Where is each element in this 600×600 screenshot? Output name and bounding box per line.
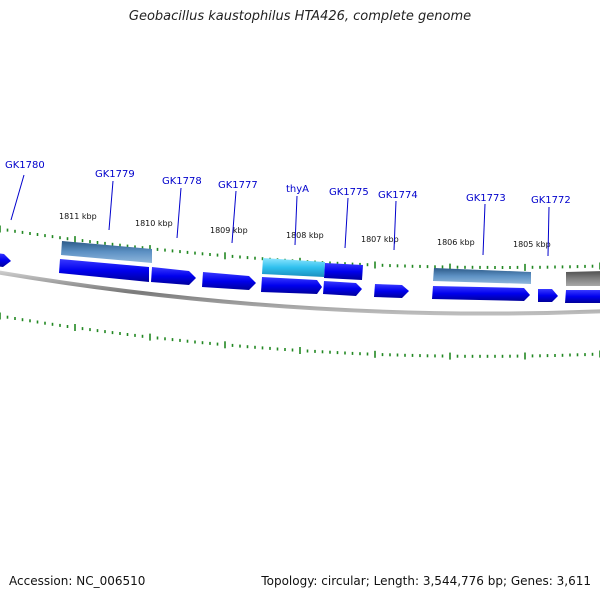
gene-label-lines	[10, 174, 550, 257]
gene-g10[interactable]	[374, 284, 409, 298]
leader-line-gk1778	[176, 187, 182, 239]
accession-value: NC_006510	[76, 574, 146, 588]
topology-label: Topology:	[261, 574, 318, 588]
gene-features	[0, 241, 600, 303]
gene-label-gk1772[interactable]: GK1772	[531, 195, 571, 206]
gene-g9[interactable]	[323, 281, 362, 296]
ruler-label-1805: 1805 kbp	[513, 240, 551, 249]
genome-backbone	[0, 270, 600, 316]
gene-labels: GK1780 GK1779 GK1778 GK1777 thyA GK1775 …	[5, 160, 571, 206]
gene-g15[interactable]	[566, 271, 600, 286]
ruler-label-1809: 1809 kbp	[210, 226, 248, 235]
ruler-label-1808: 1808 kbp	[286, 231, 324, 240]
ruler-label-1811: 1811 kbp	[59, 212, 97, 221]
gene-label-gk1777[interactable]: GK1777	[218, 180, 258, 191]
gene-label-gk1780[interactable]: GK1780	[5, 160, 45, 171]
gene-g11[interactable]	[433, 268, 531, 284]
footer-accession: Accession: NC_006510	[9, 574, 145, 588]
page-title: Geobacillus kaustophilus HTA426, complet…	[128, 9, 472, 24]
leader-line-thya	[294, 195, 298, 246]
gene-label-thya[interactable]: thyA	[286, 184, 309, 195]
gene-g2[interactable]	[61, 241, 152, 263]
inner-ruler-ticks	[0, 312, 600, 360]
gene-label-gk1779[interactable]: GK1779	[95, 169, 135, 180]
ruler-label-1807: 1807 kbp	[361, 235, 399, 244]
accession-label: Accession:	[9, 574, 73, 588]
gene-label-gk1774[interactable]: GK1774	[378, 190, 418, 201]
ruler-labels: 1811 kbp 1810 kbp 1809 kbp 1808 kbp 1807…	[59, 212, 551, 249]
gene-g12[interactable]	[432, 286, 530, 301]
footer-genome-info: Topology: circular; Length: 3,544,776 bp…	[261, 574, 591, 588]
gene-g14[interactable]	[565, 290, 600, 303]
gene-g3[interactable]	[59, 259, 149, 282]
gene-g13[interactable]	[538, 289, 558, 302]
ruler-label-1806: 1806 kbp	[437, 238, 475, 247]
topology-value: circular	[321, 574, 366, 588]
leader-line-gk1780	[10, 174, 25, 221]
leader-line-gk1779	[108, 180, 114, 231]
outer-ruler-ticks	[0, 225, 600, 271]
leader-line-gk1774	[393, 200, 397, 251]
length-label: Length:	[373, 574, 420, 588]
gene-label-gk1775[interactable]: GK1775	[329, 187, 369, 198]
gene-g1[interactable]	[0, 253, 11, 267]
gene-g6-thya[interactable]	[262, 258, 325, 277]
gene-g4[interactable]	[151, 267, 196, 285]
ruler-label-1810: 1810 kbp	[135, 219, 173, 228]
genes-value: 3,611	[556, 574, 591, 588]
gene-g5[interactable]	[202, 272, 256, 290]
leader-line-gk1777	[231, 190, 237, 244]
leader-line-gk1775	[344, 197, 349, 249]
genes-label: Genes:	[510, 574, 553, 588]
gene-g8[interactable]	[324, 263, 363, 280]
leader-line-gk1773	[482, 203, 486, 256]
gene-label-gk1773[interactable]: GK1773	[466, 193, 506, 204]
leader-line-gk1772	[547, 206, 550, 257]
length-value: 3,544,776 bp	[422, 574, 503, 588]
gene-g7[interactable]	[261, 277, 322, 294]
gene-label-gk1778[interactable]: GK1778	[162, 176, 202, 187]
